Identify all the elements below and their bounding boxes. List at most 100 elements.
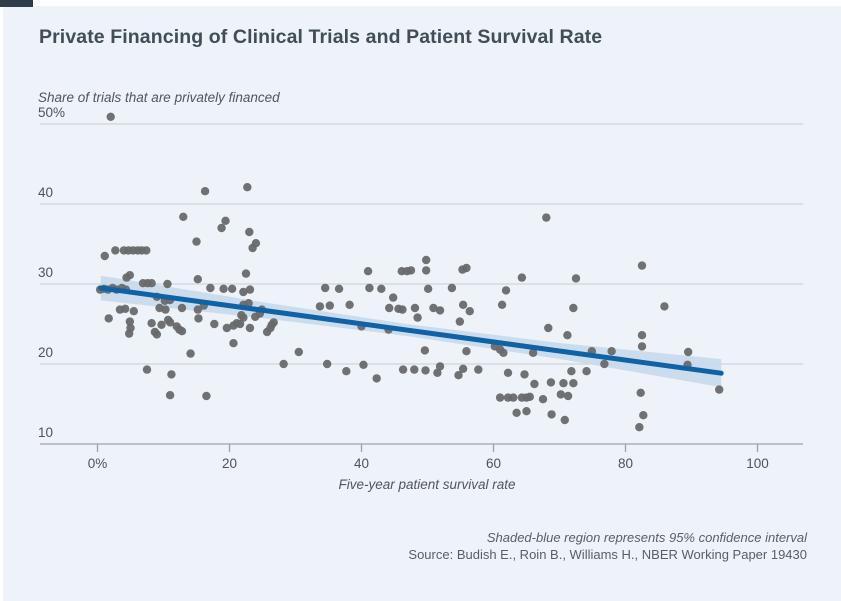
x-tick-label: 40: [354, 456, 369, 471]
scatter-point: [167, 370, 176, 379]
scatter-point: [243, 183, 252, 192]
chart-title: Private Financing of Clinical Trials and…: [39, 26, 603, 48]
scatter-point: [559, 379, 568, 388]
scatter-point: [152, 330, 162, 339]
scatter-point: [363, 267, 373, 276]
scatter-point: [499, 348, 508, 357]
scatter-point: [567, 367, 576, 376]
scatter-point: [388, 293, 398, 302]
scatter-point: [219, 284, 228, 293]
scatter-point: [142, 365, 152, 374]
scatter-point: [497, 300, 507, 309]
scatter-point: [503, 368, 513, 377]
scatter-point: [563, 331, 572, 340]
y-axis-title: Share of trials that are privately finan…: [38, 90, 280, 105]
scatter-point: [206, 283, 215, 293]
scatter-point: [660, 302, 669, 311]
scatter-point: [556, 390, 566, 399]
scatter-point: [600, 359, 609, 369]
scatter-point: [245, 285, 255, 294]
scatter-point: [538, 395, 548, 404]
scatter-point: [458, 364, 468, 373]
scatter-point: [421, 255, 431, 265]
scatter-point: [684, 347, 693, 357]
scatter-point: [398, 305, 407, 314]
scatter-point: [607, 347, 616, 356]
scatter-point: [251, 239, 261, 248]
scatter-point: [179, 212, 188, 221]
scatter-point: [637, 342, 647, 351]
scatter-point: [235, 319, 245, 329]
scatter-point: [239, 287, 248, 297]
scatter-point: [163, 279, 172, 289]
scatter-point: [104, 314, 113, 323]
scatter-point: [544, 323, 553, 333]
scatter-point: [239, 313, 248, 322]
scatter-point: [125, 317, 135, 326]
scatter-point: [241, 269, 251, 278]
scatter-point: [245, 227, 254, 237]
x-tick-label: 20: [222, 456, 237, 471]
scatter-point: [377, 284, 386, 293]
scatter-point: [279, 359, 288, 369]
scatter-point: [192, 237, 201, 246]
scatter-point: [458, 300, 468, 309]
scatter-point: [530, 379, 539, 389]
scatter-point: [465, 307, 474, 316]
y-tick-label: 40: [38, 185, 53, 200]
scatter-point: [124, 329, 134, 338]
scatter-point: [501, 286, 511, 295]
scatter-point: [193, 275, 203, 284]
scatter-point: [315, 302, 325, 311]
scatter-point: [222, 323, 232, 333]
scatter-point: [474, 365, 483, 374]
scatter-point: [637, 261, 647, 270]
scatter-point: [100, 251, 109, 261]
scatter-point: [165, 391, 175, 400]
scatter-point: [636, 388, 645, 397]
source-citation: Source: Budish E., Roin B., Williams H.,…: [408, 547, 807, 562]
scatter-point: [359, 360, 368, 369]
scatter-point: [546, 378, 556, 387]
y-tick-label: 50%: [38, 105, 65, 120]
scatter-point: [420, 346, 430, 355]
scatter-point: [321, 283, 330, 293]
scatter-point: [111, 246, 120, 255]
x-tick-label: 60: [486, 456, 501, 471]
corner-tab: [0, 0, 33, 7]
scatter-point: [528, 348, 538, 357]
scatter-point: [244, 299, 253, 308]
scatter-point: [462, 347, 471, 356]
scatter-point: [563, 391, 573, 401]
y-tick-label: 20: [38, 345, 53, 360]
scatter-point: [512, 408, 521, 417]
scatter-point: [147, 319, 156, 328]
scatter-point: [635, 423, 644, 432]
scatter-point: [542, 213, 551, 222]
scatter-point: [517, 273, 527, 282]
scatter-point: [715, 385, 724, 394]
confidence-interval-note: Shaded-blue region represents 95% confid…: [486, 530, 807, 545]
y-tick-label: 30: [38, 265, 53, 280]
scatter-point: [217, 223, 226, 233]
scatter-point: [410, 365, 419, 374]
scatter-point: [342, 367, 351, 376]
x-tick-label: 100: [746, 456, 769, 471]
scatter-point: [569, 303, 578, 313]
scatter-point: [177, 303, 187, 313]
scatter-point: [129, 307, 138, 316]
scatter-point: [122, 273, 131, 282]
scatter-point: [569, 379, 578, 388]
scatter-point: [509, 393, 518, 402]
scatter-point: [639, 411, 648, 420]
scatter-point: [413, 313, 422, 322]
scatter-point: [334, 284, 344, 293]
scatter-point: [325, 301, 335, 310]
scatter-point: [435, 362, 445, 371]
scatter-point: [398, 365, 408, 374]
scatter-point: [121, 304, 130, 313]
y-tick-label: 10: [38, 425, 53, 440]
scatter-point: [547, 410, 556, 419]
scatter-point: [421, 266, 431, 275]
